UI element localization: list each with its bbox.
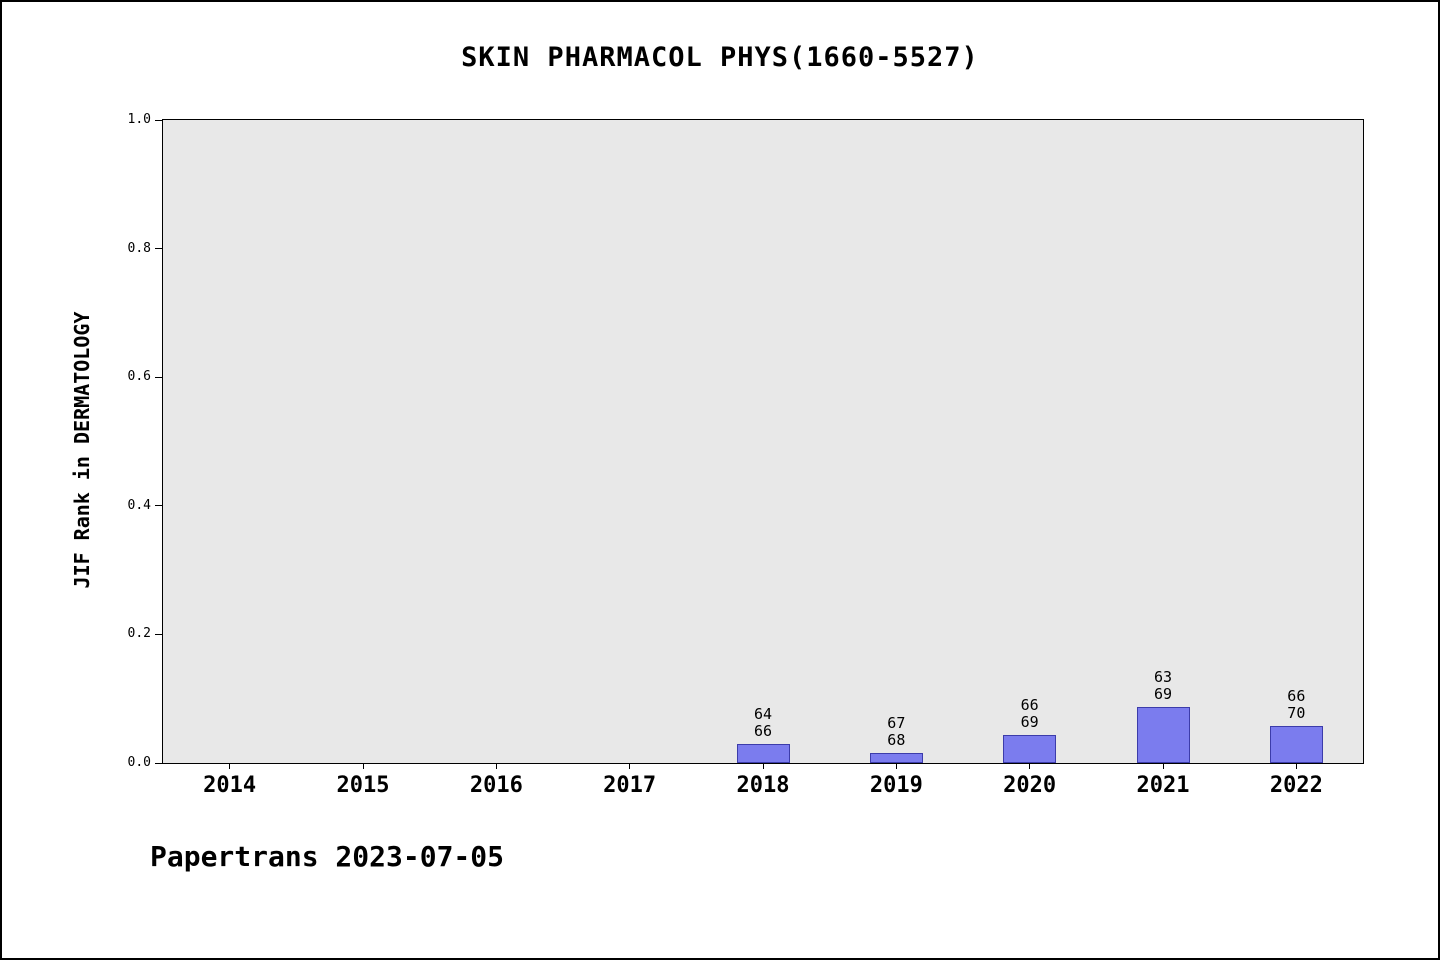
y-axis-label: JIF Rank in DERMATOLOGY [70,311,94,589]
x-tick-label-2014: 2014 [203,773,257,798]
y-tick-mark [155,376,162,378]
bar-label-2021: 63 69 [1113,669,1213,703]
x-tick-mark [629,763,631,769]
bar-label-line: 64 [753,704,773,723]
bar-label-line: 66 [1287,687,1306,706]
y-tick-mark [155,505,162,507]
x-tick-mark [495,763,497,769]
footer-note: Papertrans 2023-07-05 [150,840,505,873]
y-tick-mark [155,248,162,250]
y-tick-mark [155,633,162,635]
bar-label-line: 66 [753,721,773,740]
y-tick-label: 0.4 [127,497,151,513]
x-tick-label-2020: 2020 [1003,773,1057,798]
x-tick-label-2019: 2019 [869,773,923,798]
x-tick-label-2018: 2018 [736,773,790,798]
bar-label-line: 69 [1020,713,1039,732]
x-tick-label-2017: 2017 [603,773,657,798]
y-tick-label: 1.0 [127,112,151,127]
x-tick-label-2015: 2015 [336,773,390,798]
x-tick-label-2021: 2021 [1136,773,1190,798]
x-tick-mark [362,763,364,769]
bar-label-line: 67 [887,714,906,733]
y-tick-label: 0.8 [127,240,151,256]
bar-2021 [1136,707,1190,763]
y-tick-label: 0.0 [127,755,151,770]
bar-2022 [1269,726,1323,763]
bar-label-2020: 66 69 [980,697,1080,731]
y-tick-label: 0.2 [127,626,151,642]
x-tick-mark [1295,763,1297,769]
bar-label-line: 66 [1020,696,1039,715]
x-tick-mark [895,763,897,769]
bar-label-line: 63 [1153,668,1173,687]
bar-label-line: 68 [887,731,906,750]
x-tick-mark [229,763,231,769]
x-tick-label-2022: 2022 [1269,773,1323,798]
bar-label-2022: 66 70 [1246,688,1346,722]
x-tick-mark [1162,763,1164,769]
y-tick-label: 0.6 [127,369,151,385]
x-tick-mark [762,763,764,769]
bar-label-line: 69 [1153,685,1173,704]
bar-2020 [1003,735,1057,763]
chart-title: SKIN PHARMACOL PHYS(1660-5527) [461,42,979,73]
plot-area: 0.0 0.2 0.4 0.6 0.8 1.0 2014 2015 2016 2017 2018 64… [128,112,1364,798]
bar-label-2019: 67 68 [846,715,946,749]
bar-label-2018: 64 66 [713,704,813,740]
y-tick-mark [155,119,162,121]
bar-2019 [869,753,923,763]
y-tick-mark [155,762,162,764]
x-tick-mark [1029,763,1031,769]
bar-label-line: 70 [1287,704,1306,723]
bar-2018 [736,743,790,763]
x-tick-label-2016: 2016 [469,773,523,798]
